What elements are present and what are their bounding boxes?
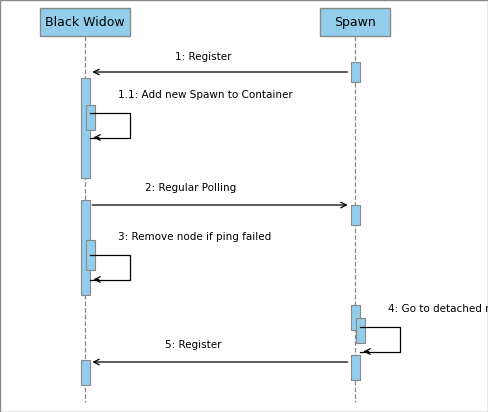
Bar	[81, 78, 89, 178]
Bar	[85, 240, 95, 270]
Text: Black Widow: Black Widow	[45, 16, 125, 28]
Bar	[320, 8, 390, 36]
Bar	[85, 105, 95, 130]
Bar	[81, 200, 89, 295]
Text: 1: Register: 1: Register	[175, 52, 231, 62]
Bar	[81, 360, 89, 385]
Bar	[350, 355, 360, 380]
Bar	[350, 62, 360, 82]
Text: 3: Remove node if ping failed: 3: Remove node if ping failed	[118, 232, 271, 242]
Text: 2: Regular Polling: 2: Regular Polling	[145, 183, 236, 193]
Bar	[40, 8, 130, 36]
Bar	[355, 318, 365, 343]
Bar	[350, 305, 360, 330]
Text: Spawn: Spawn	[334, 16, 376, 28]
Text: 1.1: Add new Spawn to Container: 1.1: Add new Spawn to Container	[118, 90, 293, 100]
Text: 4: Go to detached mode: 4: Go to detached mode	[388, 304, 488, 314]
Bar	[350, 205, 360, 225]
Text: 5: Register: 5: Register	[165, 340, 222, 350]
